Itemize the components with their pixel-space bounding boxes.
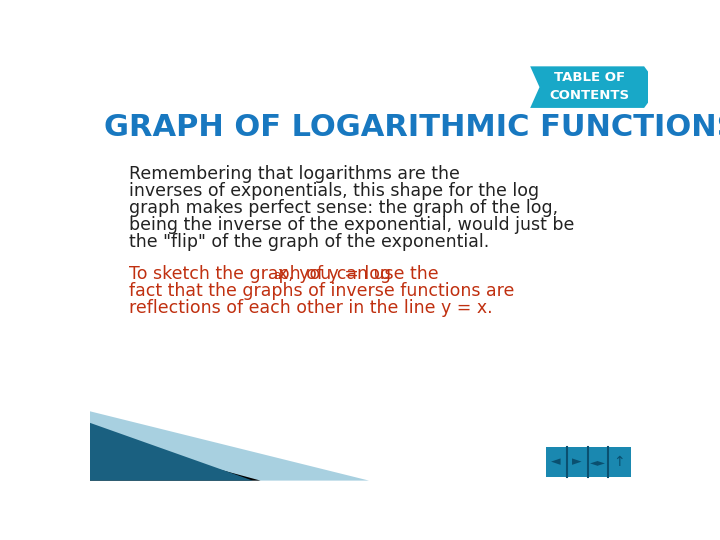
- Text: GRAPH OF LOGARITHMIC FUNCTIONS: GRAPH OF LOGARITHMIC FUNCTIONS: [104, 113, 720, 143]
- Text: x, you can use the: x, you can use the: [279, 265, 439, 283]
- Text: graph makes perfect sense: the graph of the log,: graph makes perfect sense: the graph of …: [129, 199, 558, 217]
- Text: the "flip" of the graph of the exponential.: the "flip" of the graph of the exponenti…: [129, 233, 489, 251]
- Text: TABLE OF
CONTENTS: TABLE OF CONTENTS: [550, 71, 630, 102]
- Polygon shape: [530, 66, 660, 108]
- Text: Remembering that logarithms are the: Remembering that logarithms are the: [129, 165, 459, 183]
- FancyBboxPatch shape: [546, 448, 631, 477]
- Text: inverses of exponentials, this shape for the log: inverses of exponentials, this shape for…: [129, 182, 539, 200]
- Text: ◄►: ◄►: [590, 457, 606, 467]
- Polygon shape: [90, 411, 369, 481]
- Text: ↑: ↑: [613, 455, 624, 469]
- Text: To sketch the graph of y = log: To sketch the graph of y = log: [129, 265, 391, 283]
- Text: reflections of each other in the line y = x.: reflections of each other in the line y …: [129, 299, 492, 317]
- Text: fact that the graphs of inverse functions are: fact that the graphs of inverse function…: [129, 282, 514, 300]
- Text: ◄: ◄: [551, 456, 561, 469]
- Text: being the inverse of the exponential, would just be: being the inverse of the exponential, wo…: [129, 215, 574, 234]
- Polygon shape: [90, 423, 253, 481]
- Polygon shape: [90, 434, 287, 481]
- Text: a: a: [273, 269, 280, 282]
- Text: ►: ►: [572, 456, 582, 469]
